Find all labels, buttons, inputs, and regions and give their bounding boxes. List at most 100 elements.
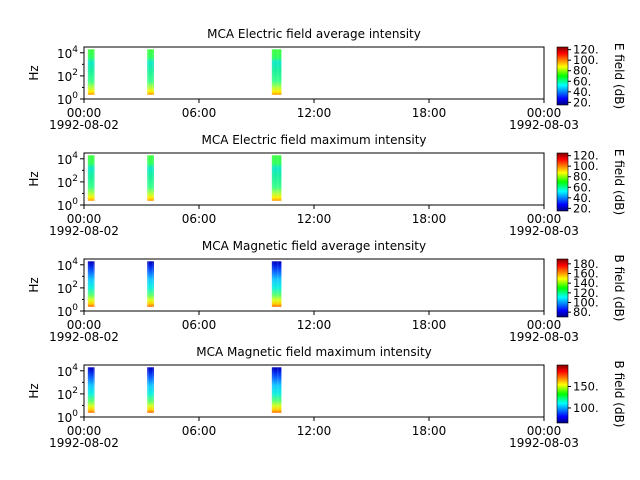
colorbar-tick-label: 40. [573, 191, 591, 205]
colorbar [557, 259, 568, 317]
colorbar-tick-label: 120. [573, 286, 599, 300]
x-tick-label: 12:00 [297, 424, 332, 438]
colorbar-tick-label: 40. [573, 85, 591, 99]
plot-area [84, 47, 544, 99]
colorbar-tick-label: 100. [573, 401, 599, 415]
x-tick-date-label: 1992-08-03 [509, 436, 579, 450]
colorbar-tick-label: 100. [573, 53, 599, 67]
x-tick-label: 00:00 [527, 424, 562, 438]
colorbar-label: B field (dB) [612, 361, 626, 428]
colorbar-tick-label: 80. [573, 170, 591, 184]
y-tick-label: 100 [57, 409, 78, 425]
x-tick-date-label: 1992-08-02 [49, 330, 119, 344]
panel-title: MCA Magnetic field maximum intensity [196, 345, 432, 359]
panel-title: MCA Electric field average intensity [207, 27, 421, 41]
data-block-2 [147, 155, 154, 201]
y-tick-label: 104 [57, 151, 78, 167]
x-tick-label: 12:00 [297, 318, 332, 332]
plot-area [84, 153, 544, 205]
data-block-2 [147, 367, 154, 413]
x-tick-label: 00:00 [527, 106, 562, 120]
plot-area [84, 259, 544, 311]
colorbar-label: B field (dB) [612, 255, 626, 322]
data-block-2 [147, 49, 154, 95]
y-axis-label: Hz [27, 277, 41, 292]
colorbar [557, 365, 568, 423]
panel-1: MCA Electric field average intensity 100 1… [27, 27, 626, 132]
y-tick-label: 100 [57, 303, 78, 319]
data-block-1 [87, 49, 95, 95]
colorbar-tick-label: 150. [573, 379, 599, 393]
data-block-2 [147, 261, 154, 307]
y-tick-label: 102 [57, 280, 78, 296]
y-tick-label: 104 [57, 257, 78, 273]
colorbar-tick-label: 180. [573, 257, 599, 271]
y-tick-label: 100 [57, 197, 78, 213]
y-axis-label: Hz [27, 171, 41, 186]
colorbar-frame [556, 46, 569, 106]
colorbar [557, 153, 568, 211]
data-block-3 [271, 261, 282, 307]
colorbar-tick-label: 20. [573, 95, 591, 109]
colorbar-frame [556, 152, 569, 212]
panels-layer: MCA Electric field average intensity 100 1… [27, 27, 626, 450]
colorbar-tick-label: 80. [573, 305, 591, 319]
x-tick-label: 06:00 [182, 318, 217, 332]
x-tick-date-label: 1992-08-02 [49, 436, 119, 450]
data-block-1 [87, 155, 95, 201]
colorbar-tick-label: 120. [573, 43, 599, 57]
data-block-3 [271, 367, 282, 413]
colorbar-frame [556, 258, 569, 318]
colorbar-tick-label: 160. [573, 267, 599, 281]
colorbar-tick-label: 80. [573, 64, 591, 78]
colorbar-tick-label: 120. [573, 149, 599, 163]
data-block-1 [87, 261, 95, 307]
colorbar-tick-label: 100. [573, 296, 599, 310]
panel-title: MCA Electric field maximum intensity [201, 133, 426, 147]
x-tick-date-label: 1992-08-03 [509, 330, 579, 344]
x-tick-label: 00:00 [67, 424, 102, 438]
x-tick-label: 00:00 [67, 318, 102, 332]
x-tick-date-label: 1992-08-02 [49, 224, 119, 238]
data-block-3 [271, 49, 282, 95]
colorbar-tick-label: 60. [573, 74, 591, 88]
panel-3: MCA Magnetic field average intensity 100 1… [27, 239, 626, 344]
colorbar-label: E field (dB) [612, 43, 626, 109]
x-tick-label: 18:00 [412, 212, 447, 226]
x-tick-label: 00:00 [527, 318, 562, 332]
plot-area [84, 365, 544, 417]
colorbar-frame [556, 364, 569, 424]
y-tick-label: 104 [57, 363, 78, 379]
y-tick-label: 102 [57, 174, 78, 190]
data-block-3 [271, 155, 282, 201]
y-axis-label: Hz [27, 65, 41, 80]
panel-title: MCA Magnetic field average intensity [202, 239, 426, 253]
colorbar [557, 47, 568, 105]
panel-2: MCA Electric field maximum intensity 100 1… [27, 133, 626, 238]
panel-4: MCA Magnetic field maximum intensity 100 1… [27, 345, 626, 450]
y-tick-label: 102 [57, 68, 78, 84]
x-tick-label: 18:00 [412, 318, 447, 332]
y-axis-label: Hz [27, 383, 41, 398]
x-tick-label: 00:00 [67, 106, 102, 120]
x-tick-label: 06:00 [182, 212, 217, 226]
y-tick-label: 104 [57, 45, 78, 61]
y-tick-label: 100 [57, 91, 78, 107]
colorbar-tick-label: 60. [573, 180, 591, 194]
colorbar-tick-label: 100. [573, 159, 599, 173]
x-tick-label: 18:00 [412, 106, 447, 120]
x-tick-label: 18:00 [412, 424, 447, 438]
colorbar-tick-label: 20. [573, 201, 591, 215]
x-tick-label: 06:00 [182, 106, 217, 120]
x-tick-label: 00:00 [527, 212, 562, 226]
x-tick-label: 06:00 [182, 424, 217, 438]
y-tick-label: 102 [57, 386, 78, 402]
colorbar-tick-label: 140. [573, 276, 599, 290]
x-tick-date-label: 1992-08-02 [49, 118, 119, 132]
colorbar-label: E field (dB) [612, 149, 626, 215]
x-tick-date-label: 1992-08-03 [509, 118, 579, 132]
x-tick-date-label: 1992-08-03 [509, 224, 579, 238]
data-block-1 [87, 367, 95, 413]
x-tick-label: 12:00 [297, 106, 332, 120]
